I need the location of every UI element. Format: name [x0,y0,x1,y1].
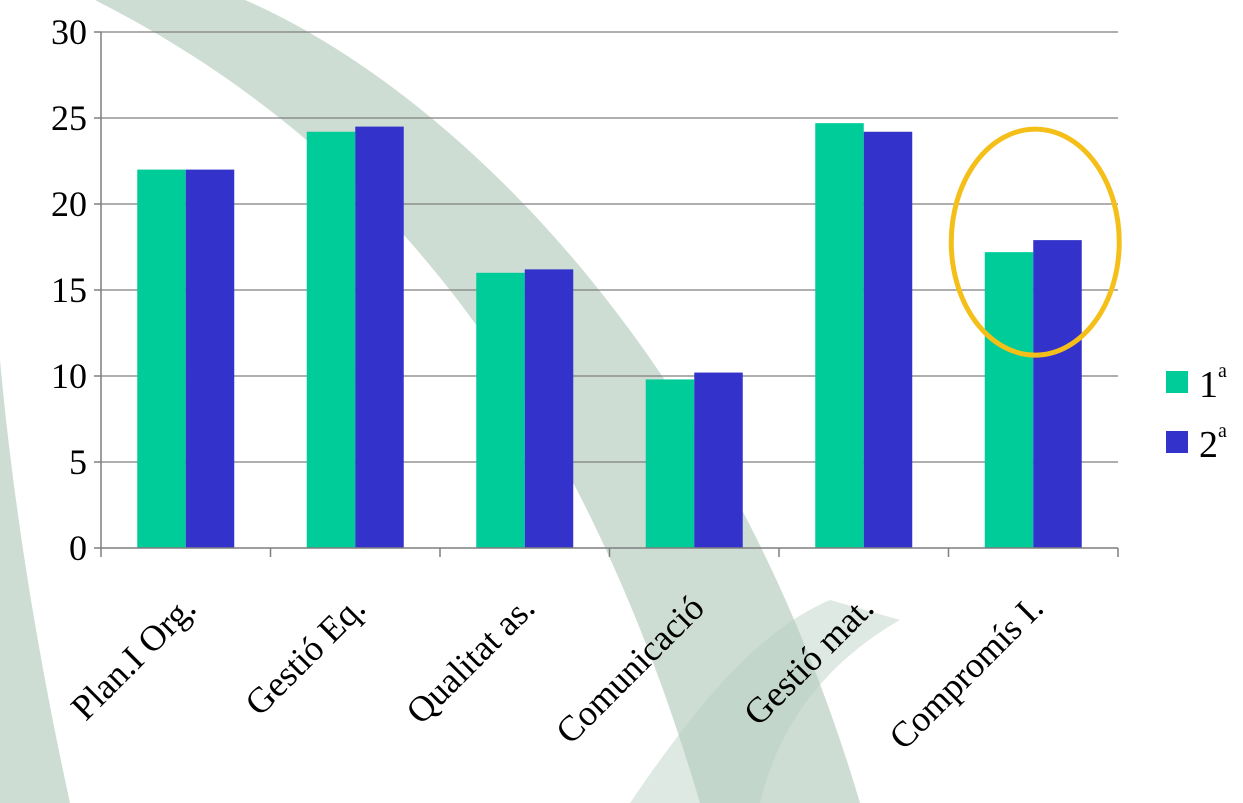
legend-swatch [1166,371,1188,393]
bar-1 [137,169,186,548]
legend: 1a 2a [1166,360,1227,466]
bar-2 [863,131,913,548]
x-category-label: Plan.I Org. [63,587,203,727]
legend-label-superscript: a [1218,360,1227,382]
bar-1 [476,272,525,548]
highlight-ellipse-shape [948,126,1122,358]
y-tick-label: 20 [51,184,87,224]
bar-2 [694,372,743,548]
bar-1 [645,379,695,548]
bar-1 [815,123,864,548]
legend-swatch [1166,431,1188,453]
swoosh-band [95,0,860,803]
y-tick-label: 0 [69,528,87,568]
highlight-ellipse [948,126,1122,358]
bar-1 [984,252,1034,548]
y-tick-labels: 0 5 10 15 20 25 30 [51,12,87,568]
y-tick-label: 10 [51,356,87,396]
bar-2 [355,126,404,548]
y-tick-label: 15 [51,270,87,310]
y-tick-label: 5 [69,442,87,482]
legend-label-superscript: a [1218,420,1227,442]
x-category-label: Compromís I. [881,587,1051,757]
bar-2 [524,269,574,548]
swoosh-left [0,360,70,803]
y-tick-label: 25 [51,98,87,138]
legend-label: 2a [1199,420,1227,466]
axes [94,31,1119,557]
y-tick-label: 30 [51,12,87,52]
x-category-label: Qualitat as. [398,587,542,731]
bar-1 [306,131,356,548]
x-category-labels: Plan.I Org. Gestió Eq. Qualitat as. Comunic… [63,587,1051,757]
background-swoosh-decoration [0,0,900,803]
x-category-label: Gestió Eq. [237,587,373,723]
bar-2 [185,169,235,548]
gridlines [101,31,1118,463]
swoosh-lower [630,600,900,803]
bars [137,123,1082,548]
bar-2 [1033,240,1082,548]
legend-label: 1a [1199,360,1227,406]
